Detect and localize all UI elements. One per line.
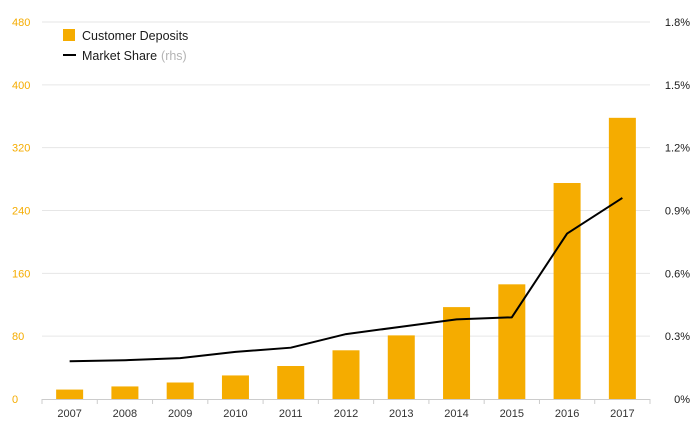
bar-customer-deposits xyxy=(608,117,636,399)
legend: Customer Deposits Market Share (rhs) xyxy=(63,29,188,63)
x-tick-label: 2013 xyxy=(389,408,413,420)
x-tick-label: 2014 xyxy=(444,408,468,420)
y-right-tick-label: 0.9% xyxy=(665,206,690,218)
y-left-tick-label: 320 xyxy=(12,143,30,155)
bar-customer-deposits xyxy=(443,307,471,399)
legend-swatch-customer-deposits xyxy=(63,29,75,41)
y-left-tick-label: 480 xyxy=(12,17,30,29)
line-market-share xyxy=(69,197,623,363)
legend-label-market-share: Market Share (rhs) xyxy=(82,49,187,63)
x-tick-label: 2015 xyxy=(500,408,524,420)
bar-customer-deposits xyxy=(277,366,305,399)
bar-customer-deposits xyxy=(553,183,581,399)
y-left-tick-label: 80 xyxy=(12,331,24,343)
legend-label-market-share-note: (rhs) xyxy=(161,49,187,63)
bar-customer-deposits xyxy=(166,382,194,399)
x-tick-label: 2009 xyxy=(168,408,192,420)
x-tick-label: 2011 xyxy=(279,408,303,420)
y-right-tick-label: 1.2% xyxy=(665,143,690,155)
bar-customer-deposits xyxy=(387,335,415,399)
legend-label-customer-deposits: Customer Deposits xyxy=(82,29,188,43)
axes: 0 80 160 240 320 400 480 0% 0.3% 0.6% 0.9% 1.2% 1.5%… xyxy=(12,17,690,420)
y-right-tick-label: 0% xyxy=(674,394,690,406)
bar-customer-deposits xyxy=(332,350,360,399)
bar-customer-deposits xyxy=(56,389,84,399)
y-left-tick-label: 0 xyxy=(12,394,18,406)
x-tick-label: 2016 xyxy=(555,408,579,420)
x-tick-label: 2007 xyxy=(57,408,81,420)
line-series xyxy=(69,197,623,363)
x-tick-label: 2012 xyxy=(334,408,358,420)
x-tick-label: 2017 xyxy=(610,408,634,420)
y-right-tick-label: 1.5% xyxy=(665,80,690,92)
gridlines xyxy=(42,21,650,337)
y-right-tick-label: 0.6% xyxy=(665,268,690,280)
y-right-tick-label: 0.3% xyxy=(665,331,690,343)
x-tick-label: 2010 xyxy=(223,408,247,420)
bar-customer-deposits xyxy=(221,375,249,399)
y-right-tick-label: 1.8% xyxy=(665,17,690,29)
y-left-tick-label: 400 xyxy=(12,80,30,92)
y-left-tick-label: 160 xyxy=(12,268,30,280)
bar-customer-deposits xyxy=(111,386,139,399)
bar-series xyxy=(56,117,636,399)
y-left-tick-label: 240 xyxy=(12,206,30,218)
legend-label-market-share-name: Market Share xyxy=(82,49,157,63)
x-tick-label: 2008 xyxy=(113,408,137,420)
